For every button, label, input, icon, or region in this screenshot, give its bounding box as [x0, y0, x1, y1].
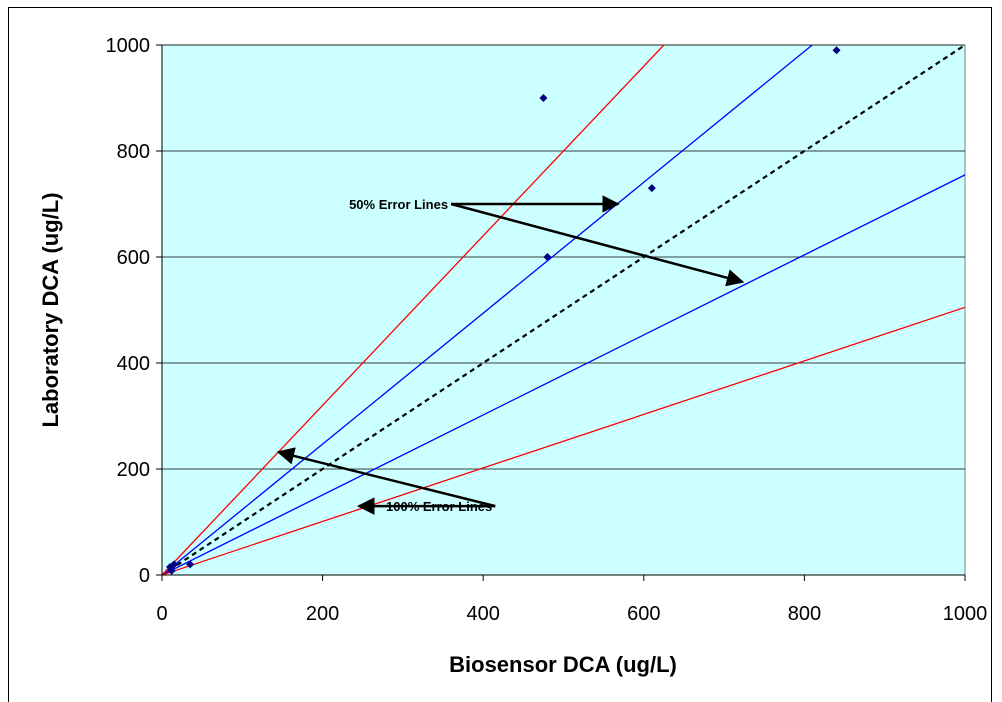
- x-tick-label-0: 0: [156, 603, 167, 625]
- data-point-5: [539, 94, 548, 102]
- annotation-arrow-1-2: [450, 202, 745, 287]
- x-axis-title: Biosensor DCA (ug/L): [449, 652, 677, 677]
- data-point-2: [167, 566, 176, 575]
- x-tick-label-800: 800: [788, 603, 821, 625]
- data-point-7: [647, 184, 656, 193]
- y-tick-label-600: 600: [117, 247, 150, 269]
- axes: 0 200 400 600 800 1000 0 200 400 600 800 1000: [106, 35, 988, 625]
- reference-line-2: [162, 45, 813, 575]
- data-point-3: [170, 560, 179, 569]
- annotation-label-1: 50% Error Lines: [349, 197, 448, 212]
- y-tick-label-200: 200: [117, 459, 150, 481]
- x-tick-label-200: 200: [306, 603, 339, 625]
- y-axis-title: Laboratory DCA (ug/L): [38, 192, 63, 427]
- y-tick-label-1000: 1000: [106, 35, 151, 57]
- x-tick-label-400: 400: [467, 603, 500, 625]
- reference-line-3: [162, 174, 965, 575]
- data-points: [166, 46, 841, 575]
- reference-line-4: [162, 45, 665, 575]
- x-tick-label-600: 600: [627, 603, 660, 625]
- x-tick-label-1000: 1000: [943, 603, 988, 625]
- reference-lines: [162, 45, 965, 575]
- y-tick-label-800: 800: [117, 141, 150, 163]
- data-point-6: [543, 253, 552, 261]
- data-point-8: [832, 46, 841, 55]
- y-tick-label-0: 0: [139, 565, 150, 587]
- reference-line-5: [162, 306, 965, 575]
- chart-frame: [8, 7, 992, 702]
- annotation-arrow-2-1: [276, 447, 496, 508]
- reference-line-1: [162, 45, 965, 575]
- data-point-4: [186, 560, 195, 569]
- y-tick-label-400: 400: [117, 353, 150, 375]
